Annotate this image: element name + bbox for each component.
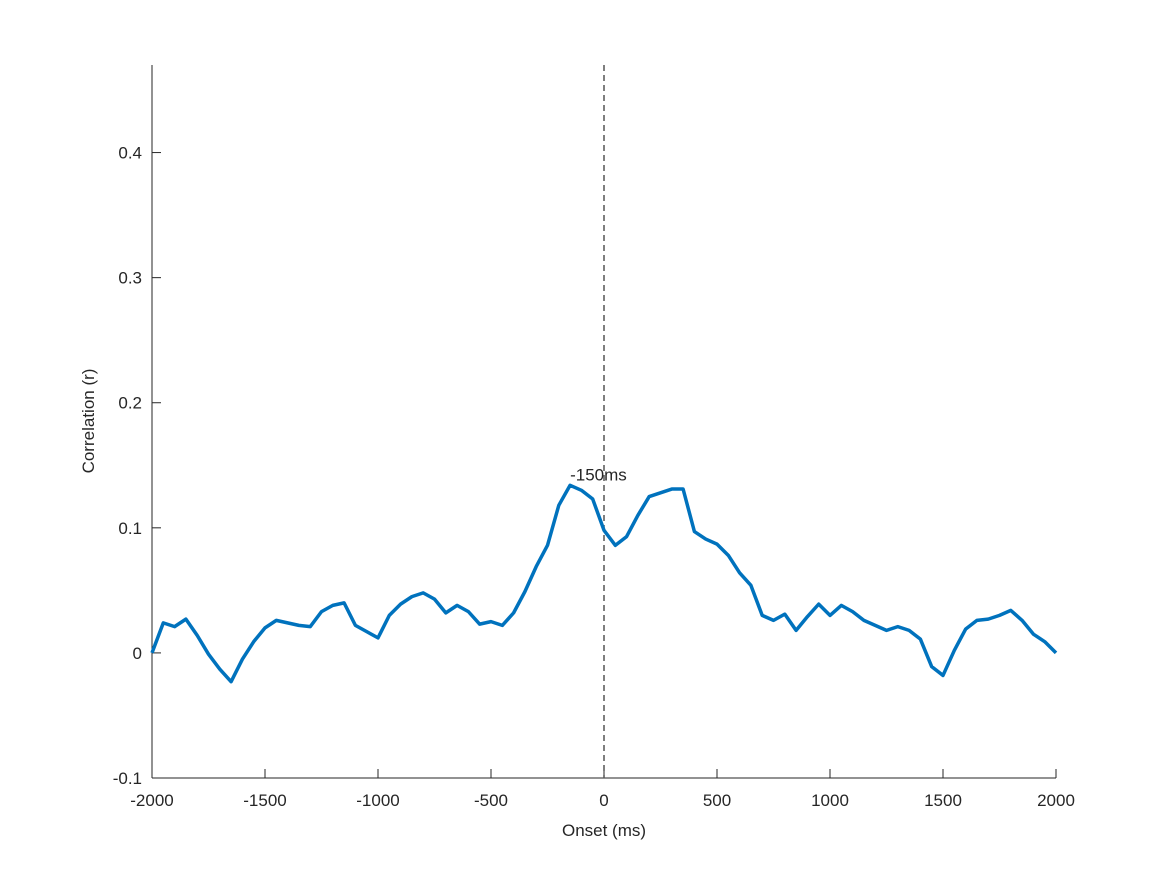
x-tick-label: -1000 (356, 791, 399, 810)
y-tick-label: 0 (133, 644, 142, 663)
y-tick-label: 0.1 (118, 519, 142, 538)
data-line (150, 483, 1058, 684)
x-tick-label: -2000 (130, 791, 173, 810)
x-tick-label: 0 (599, 791, 608, 810)
x-tick-label: -500 (474, 791, 508, 810)
x-tick-label: 1000 (811, 791, 849, 810)
x-tick-label: 2000 (1037, 791, 1075, 810)
x-tick-label: -1500 (243, 791, 286, 810)
x-axis-label: Onset (ms) (562, 821, 646, 840)
y-tick-label: 0.4 (118, 144, 142, 163)
x-tick-label: 1500 (924, 791, 962, 810)
y-axis-label: Correlation (r) (79, 369, 98, 474)
y-tick-label: 0.3 (118, 269, 142, 288)
y-tick-label: 0.2 (118, 394, 142, 413)
y-tick-label: -0.1 (113, 769, 142, 788)
annotation: -150ms (570, 465, 627, 484)
x-tick-label: 500 (703, 791, 731, 810)
